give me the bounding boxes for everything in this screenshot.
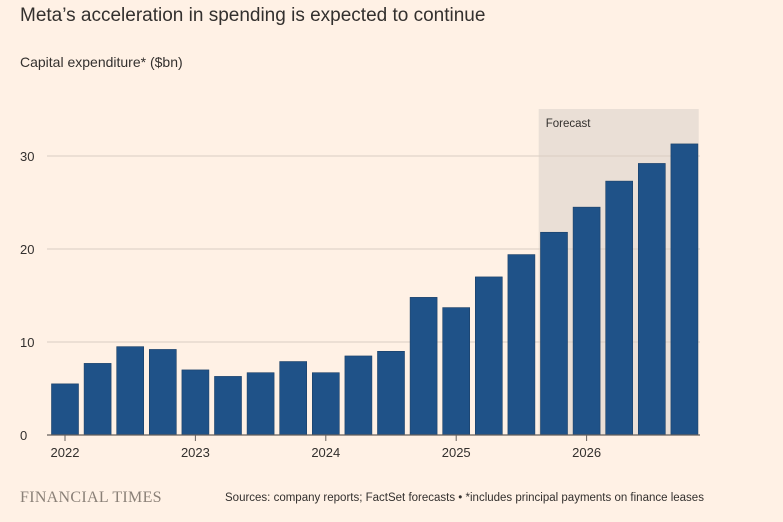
bar <box>246 372 275 436</box>
forecast-label: Forecast <box>546 118 592 130</box>
axes: 2022 2023 2024 2025 2026 <box>47 434 700 460</box>
bar <box>311 372 340 436</box>
bar <box>181 369 210 436</box>
bar <box>507 254 536 436</box>
bar <box>51 383 79 436</box>
x-tick-label: 2024 <box>311 445 340 460</box>
y-tick-label: 20 <box>20 242 34 257</box>
bar <box>214 376 242 436</box>
bar <box>670 143 699 436</box>
bar <box>116 346 144 436</box>
bar <box>605 180 634 436</box>
y-tick-label: 0 <box>20 428 27 443</box>
x-tick-label: 2025 <box>442 445 471 460</box>
x-tick-label: 2023 <box>181 445 210 460</box>
x-tick-label: 2022 <box>51 445 80 460</box>
bar <box>409 297 438 436</box>
bar <box>637 163 666 436</box>
bar <box>474 276 503 436</box>
bar <box>377 350 405 436</box>
bar <box>540 231 568 436</box>
chart-title: Meta’s acceleration in spending is expec… <box>20 5 486 26</box>
y-tick-label: 10 <box>20 335 34 350</box>
bar-chart: Forecast 0 10 20 30 2022 2023 2024 2025 2026 <box>20 109 700 460</box>
y-tick-label: 30 <box>20 149 34 164</box>
ft-logo: FINANCIAL TIMES <box>20 489 162 506</box>
bar <box>572 206 601 436</box>
x-tick-label: 2026 <box>572 445 601 460</box>
chart-subtitle: Capital expenditure* ($bn) <box>20 54 183 70</box>
bar <box>83 363 112 436</box>
source-note: Sources: company reports; FactSet foreca… <box>225 492 704 504</box>
bar <box>149 349 177 436</box>
bars <box>51 143 699 436</box>
bar <box>344 355 373 436</box>
bar <box>279 361 308 436</box>
bar <box>442 307 471 436</box>
